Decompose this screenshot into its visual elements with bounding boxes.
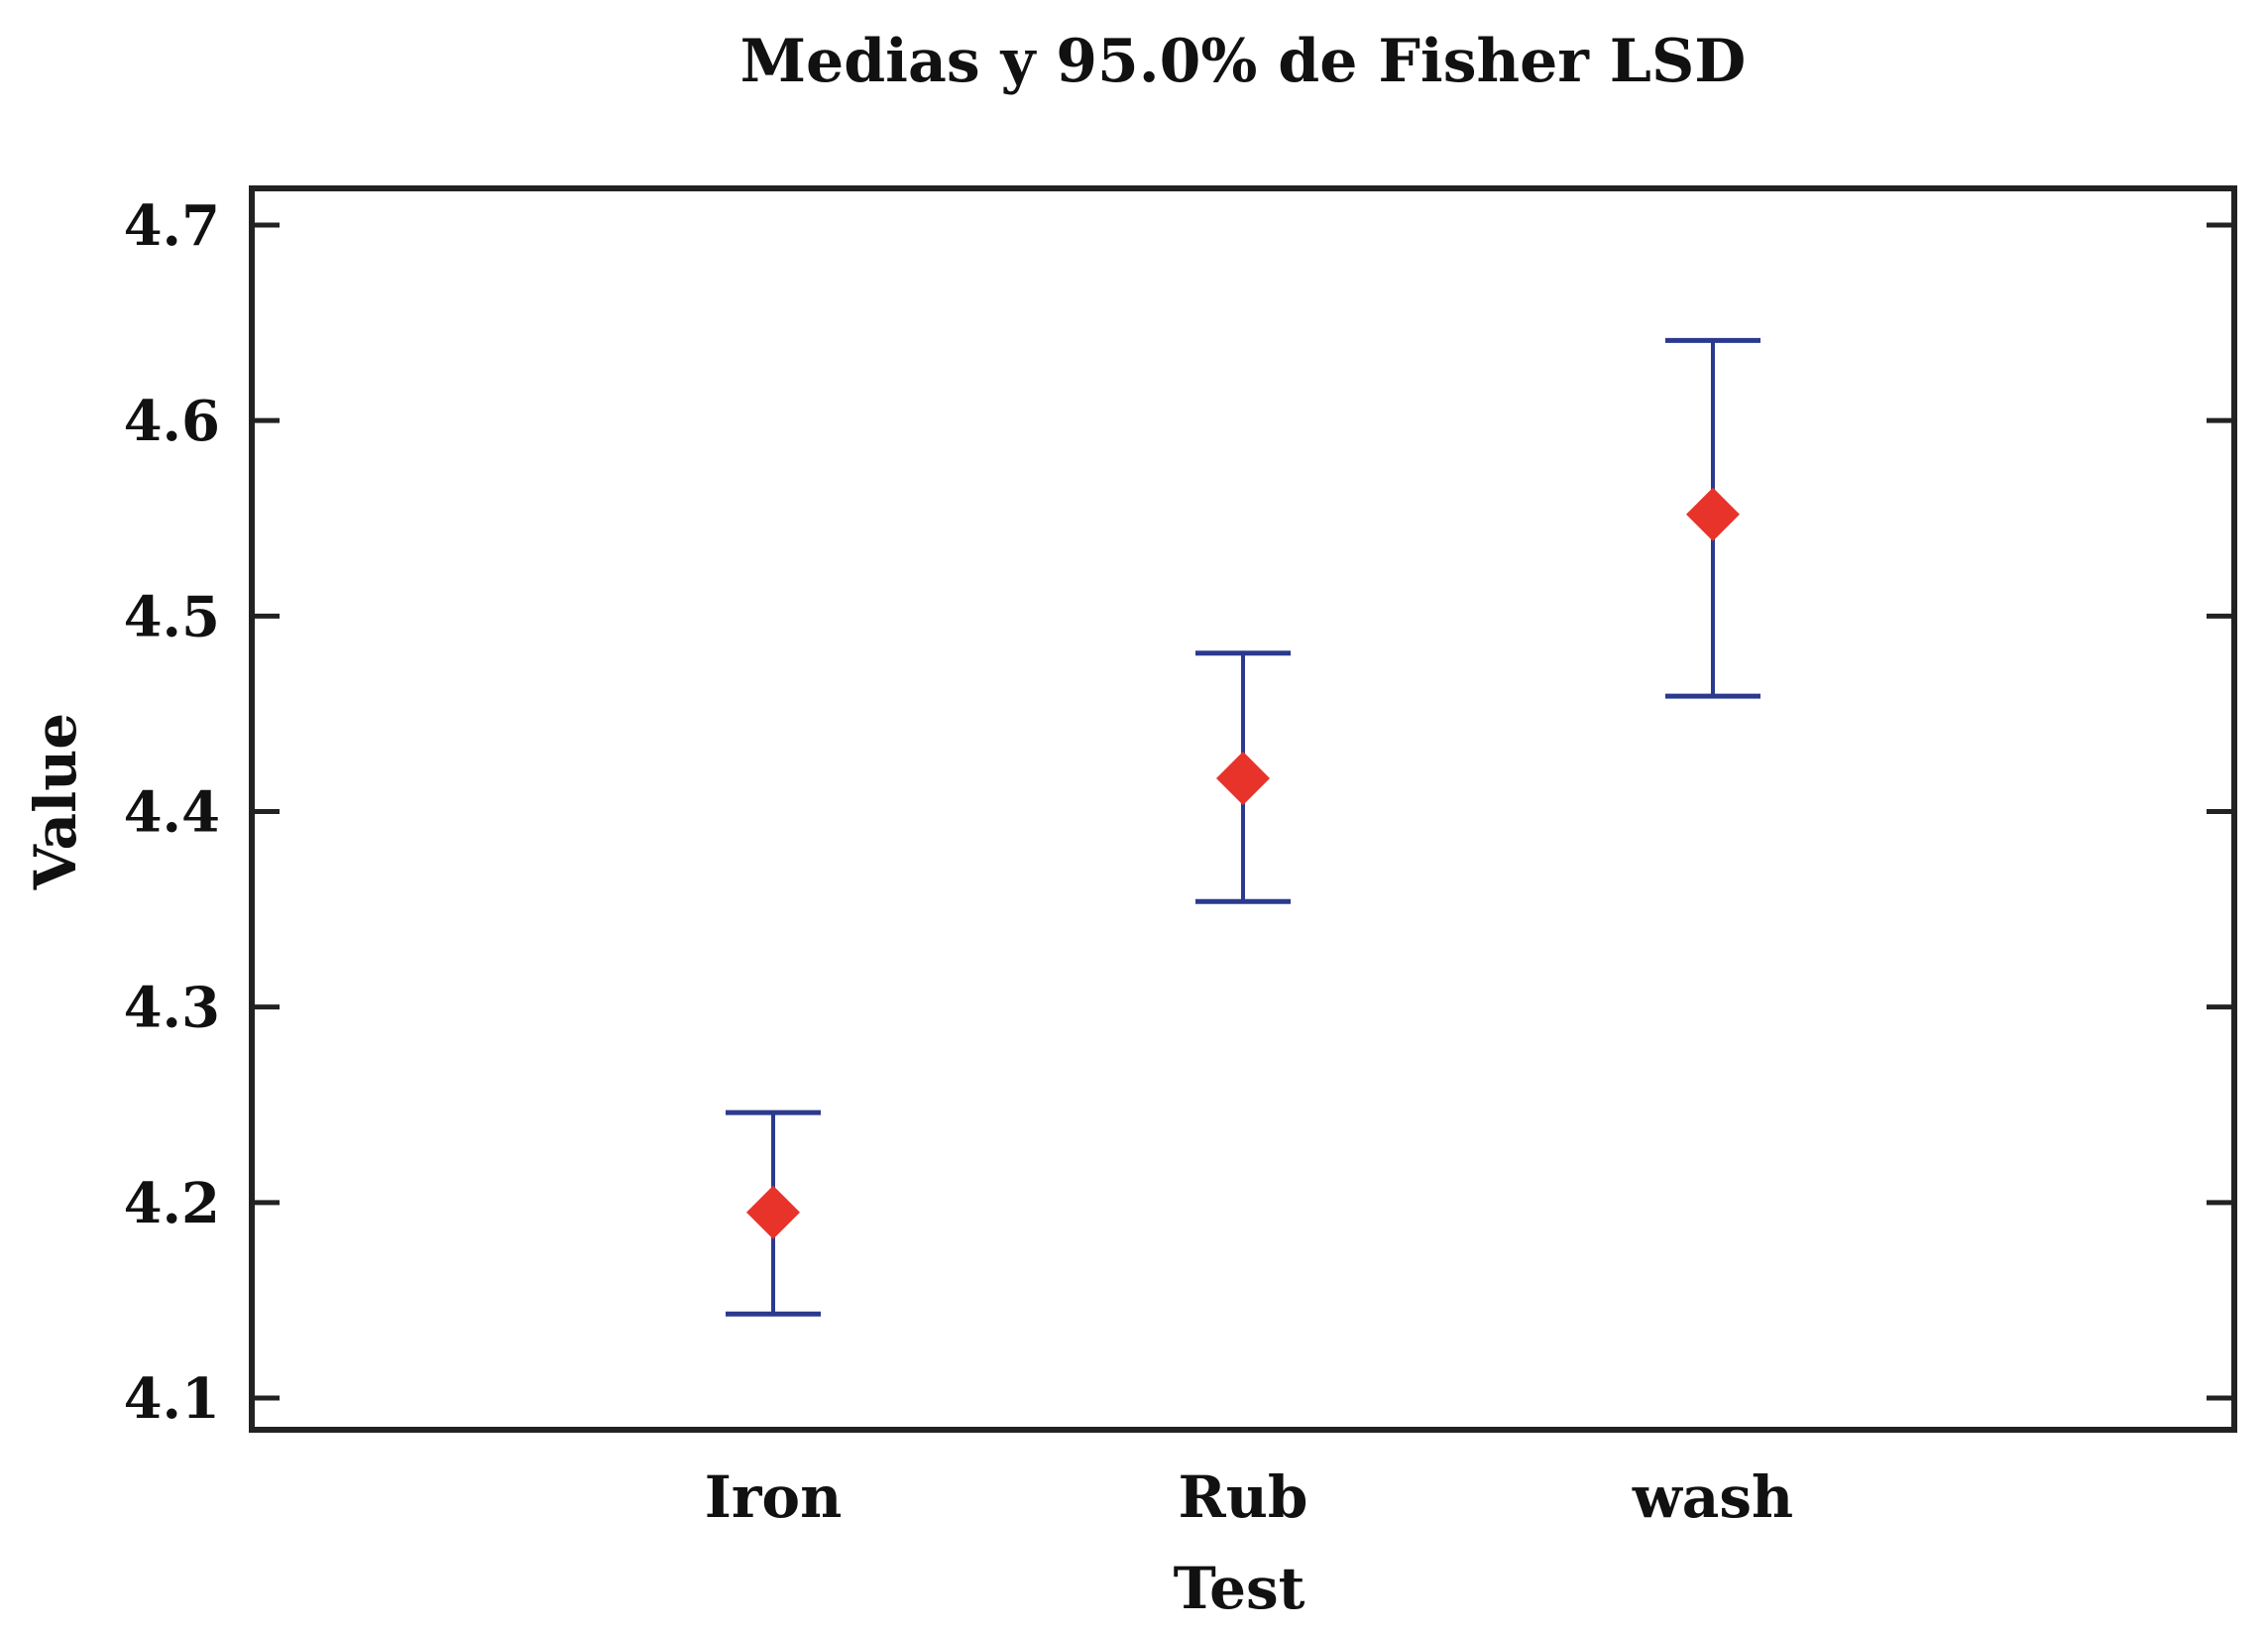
y-axis-label: Value [22, 713, 89, 890]
y-tick-label: 4.4 [124, 780, 220, 846]
y-tick-label: 4.6 [124, 389, 220, 454]
y-tick-label: 4.1 [124, 1366, 220, 1432]
y-tick-label: 4.2 [124, 1171, 220, 1236]
x-category-label: wash [1632, 1463, 1793, 1531]
chart-title: Medias y 95.0% de Fisher LSD [740, 27, 1747, 96]
x-category-label: Rub [1179, 1463, 1308, 1531]
x-category-label: Iron [705, 1463, 843, 1531]
mean-marker [1216, 751, 1270, 805]
y-tick-label: 4.3 [124, 976, 220, 1041]
mean-marker [746, 1185, 800, 1239]
y-axis-ticks [252, 222, 2234, 1401]
y-axis-tick-labels: 4.1 4.2 4.3 4.4 4.5 4.6 4.7 [124, 193, 220, 1432]
x-axis-label: Test [1174, 1555, 1305, 1622]
mean-markers [746, 487, 1740, 1239]
y-tick-label: 4.5 [124, 584, 220, 649]
mean-marker [1686, 487, 1740, 541]
x-axis-tick-labels: Iron Rub wash [705, 1463, 1793, 1531]
y-tick-label: 4.7 [124, 193, 220, 259]
error-bars [726, 337, 1760, 1317]
